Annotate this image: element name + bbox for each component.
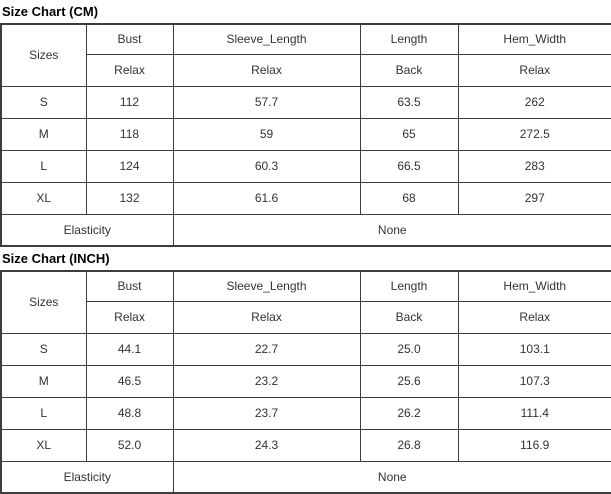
size-chart-cm-title: Size Chart (CM) (2, 4, 99, 19)
value-cell: 262 (457, 85, 611, 119)
size-label: S (0, 85, 87, 119)
table-row-s: S 112 57.7 63.5 262 (0, 85, 611, 119)
value-cell: 60.3 (172, 149, 361, 183)
header-cell-length-measure: Back (359, 300, 459, 334)
value-cell: 118 (85, 117, 174, 151)
value-cell: 283 (457, 149, 611, 183)
value-cell: 132 (85, 181, 174, 215)
header-cell-bust: Bust (85, 270, 174, 302)
size-label: L (0, 396, 87, 430)
value-cell: 23.7 (172, 396, 361, 430)
header-cell-sizes: Sizes (0, 23, 87, 87)
elasticity-label: Elasticity (0, 213, 174, 247)
size-label: M (0, 364, 87, 398)
table-row-l: L 124 60.3 66.5 283 (0, 149, 611, 183)
table-row-m: M 46.5 23.2 25.6 107.3 (0, 364, 611, 398)
header-cell-sleeve-length: Sleeve_Length (172, 270, 361, 302)
size-label: XL (0, 428, 87, 462)
table-header-row-1: Sizes Bust Sleeve_Length Length Hem_Widt… (0, 270, 611, 334)
value-cell: 116.9 (457, 428, 611, 462)
size-chart-cm-section: Size Chart (CM) Sizes Bust Sleeve_Length… (0, 4, 611, 247)
header-cell-sleeve-length-measure: Relax (172, 300, 361, 334)
value-cell: 57.7 (172, 85, 361, 119)
table-footer-row: Elasticity None (0, 213, 611, 247)
table-footer-row: Elasticity None (0, 460, 611, 494)
header-cell-sizes: Sizes (0, 270, 87, 334)
header-cell-hem-width: Hem_Width (457, 23, 611, 55)
value-cell: 25.6 (359, 364, 459, 398)
value-cell: 46.5 (85, 364, 174, 398)
header-cell-bust-measure: Relax (85, 53, 174, 87)
table-header-row-1: Sizes Bust Sleeve_Length Length Hem_Widt… (0, 23, 611, 87)
size-chart-cm-table: Sizes Bust Sleeve_Length Length Hem_Widt… (0, 23, 611, 247)
value-cell: 66.5 (359, 149, 459, 183)
value-cell: 59 (172, 117, 361, 151)
table-row-m: M 118 59 65 272.5 (0, 117, 611, 151)
value-cell: 24.3 (172, 428, 361, 462)
size-chart-inch-table: Sizes Bust Sleeve_Length Length Hem_Widt… (0, 270, 611, 494)
header-cell-hem-width: Hem_Width (457, 270, 611, 302)
table-row-xl: XL 132 61.6 68 297 (0, 181, 611, 215)
value-cell: 111.4 (457, 396, 611, 430)
value-cell: 103.1 (457, 332, 611, 366)
header-cell-bust-measure: Relax (85, 300, 174, 334)
header-cell-length: Length (359, 270, 459, 302)
value-cell: 26.8 (359, 428, 459, 462)
table-header-row-2: Relax Relax Back Relax (1, 300, 611, 334)
size-chart-inch-title: Size Chart (INCH) (2, 251, 110, 266)
elasticity-value: None (172, 460, 611, 494)
header-cell-sleeve-length-measure: Relax (172, 53, 361, 87)
value-cell: 61.6 (172, 181, 361, 215)
header-cell-length-measure: Back (359, 53, 459, 87)
value-cell: 272.5 (457, 117, 611, 151)
value-cell: 44.1 (85, 332, 174, 366)
table-row-l: L 48.8 23.7 26.2 111.4 (0, 396, 611, 430)
value-cell: 25.0 (359, 332, 459, 366)
size-label: M (0, 117, 87, 151)
size-chart-inch-section: Size Chart (INCH) Sizes Bust Sleeve_Leng… (0, 251, 611, 494)
value-cell: 297 (457, 181, 611, 215)
value-cell: 68 (359, 181, 459, 215)
header-cell-sleeve-length: Sleeve_Length (172, 23, 361, 55)
value-cell: 65 (359, 117, 459, 151)
header-cell-bust: Bust (85, 23, 174, 55)
elasticity-value: None (172, 213, 611, 247)
table-row-s: S 44.1 22.7 25.0 103.1 (0, 332, 611, 366)
header-cell-length: Length (359, 23, 459, 55)
value-cell: 48.8 (85, 396, 174, 430)
value-cell: 124 (85, 149, 174, 183)
table-row-xl: XL 52.0 24.3 26.8 116.9 (0, 428, 611, 462)
header-cell-hem-width-measure: Relax (457, 53, 611, 87)
value-cell: 22.7 (172, 332, 361, 366)
value-cell: 107.3 (457, 364, 611, 398)
size-label: L (0, 149, 87, 183)
size-label: XL (0, 181, 87, 215)
value-cell: 23.2 (172, 364, 361, 398)
value-cell: 52.0 (85, 428, 174, 462)
table-header-row-2: Relax Relax Back Relax (1, 53, 611, 87)
value-cell: 63.5 (359, 85, 459, 119)
header-cell-hem-width-measure: Relax (457, 300, 611, 334)
size-label: S (0, 332, 87, 366)
elasticity-label: Elasticity (0, 460, 174, 494)
value-cell: 26.2 (359, 396, 459, 430)
value-cell: 112 (85, 85, 174, 119)
